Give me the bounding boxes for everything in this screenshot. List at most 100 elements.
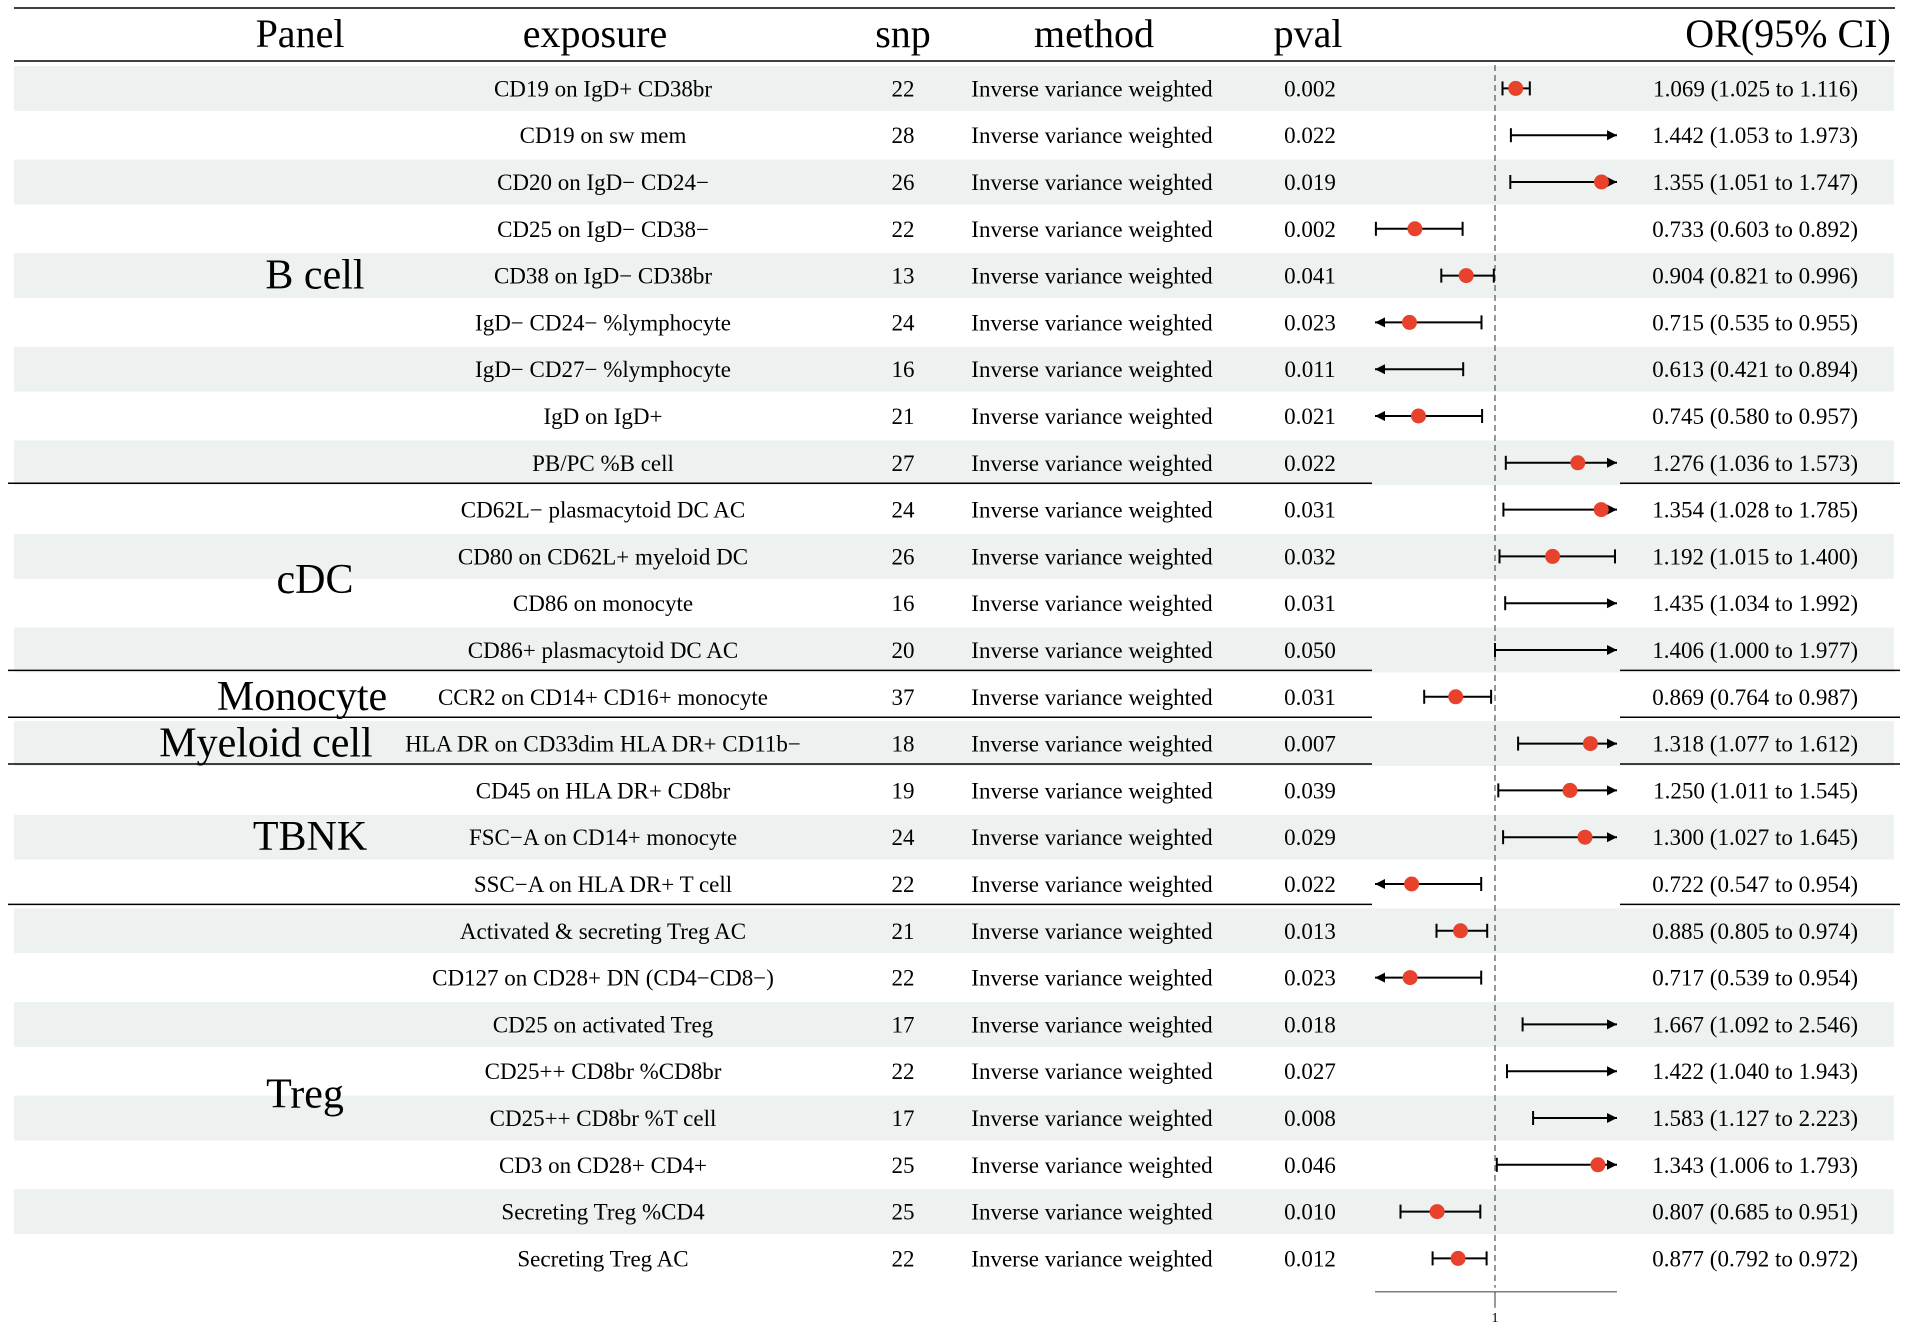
cell-method: Inverse variance weighted <box>971 591 1213 616</box>
row-shade <box>14 253 1894 298</box>
ci-arrow-left <box>1375 972 1385 983</box>
cell-exposure: SSC−A on HLA DR+ T cell <box>474 872 732 897</box>
cell-method: Inverse variance weighted <box>971 1153 1213 1178</box>
cell-exposure: CD62L− plasmacytoid DC AC <box>461 498 746 523</box>
cell-exposure: CD25 on activated Treg <box>493 1012 714 1037</box>
cell-snp: 16 <box>892 357 915 382</box>
cell-method: Inverse variance weighted <box>971 1012 1213 1037</box>
cell-method: Inverse variance weighted <box>971 685 1213 710</box>
cell-pval: 0.011 <box>1285 357 1336 382</box>
cell-method: Inverse variance weighted <box>971 170 1213 195</box>
cell-or-ci: 0.869 (0.764 to 0.987) <box>1652 685 1858 710</box>
cell-exposure: Secreting Treg %CD4 <box>501 1200 705 1225</box>
cell-snp: 25 <box>892 1153 915 1178</box>
cell-snp: 22 <box>892 966 915 991</box>
cell-or-ci: 1.250 (1.011 to 1.545) <box>1653 778 1858 803</box>
cell-exposure: CD3 on CD28+ CD4+ <box>499 1153 707 1178</box>
ci-arrow-right <box>1607 1159 1617 1170</box>
or-point <box>1450 1250 1466 1266</box>
cell-or-ci: 0.807 (0.685 to 0.951) <box>1652 1200 1858 1225</box>
cell-snp: 13 <box>892 264 915 289</box>
cell-pval: 0.022 <box>1284 451 1336 476</box>
cell-snp: 17 <box>892 1106 915 1131</box>
cell-snp: 22 <box>892 1059 915 1084</box>
cell-pval: 0.019 <box>1284 170 1336 195</box>
cell-or-ci: 0.733 (0.603 to 0.892) <box>1652 217 1858 242</box>
cell-snp: 26 <box>892 544 915 569</box>
cell-or-ci: 0.877 (0.792 to 0.972) <box>1652 1246 1858 1271</box>
cell-method: Inverse variance weighted <box>971 872 1213 897</box>
or-point <box>1570 455 1586 471</box>
cell-pval: 0.008 <box>1284 1106 1336 1131</box>
cell-exposure: CD38 on IgD− CD38br <box>494 264 712 289</box>
or-point <box>1404 876 1420 892</box>
cell-exposure: IgD− CD27− %lymphocyte <box>475 357 731 382</box>
cell-exposure: IgD on IgD+ <box>543 404 662 429</box>
cell-or-ci: 1.343 (1.006 to 1.793) <box>1652 1153 1858 1178</box>
cell-pval: 0.010 <box>1284 1200 1336 1225</box>
header-panel: Panel <box>256 11 345 56</box>
cell-exposure: CD127 on CD28+ DN (CD4−CD8−) <box>432 966 774 991</box>
cell-method: Inverse variance weighted <box>971 498 1213 523</box>
cell-exposure: CD80 on CD62L+ myeloid DC <box>458 544 748 569</box>
row-shade <box>14 1189 1894 1234</box>
cell-pval: 0.022 <box>1284 872 1336 897</box>
cell-method: Inverse variance weighted <box>971 310 1213 335</box>
cell-or-ci: 1.318 (1.077 to 1.612) <box>1652 732 1858 757</box>
or-point <box>1594 174 1609 190</box>
ci-arrow-right <box>1607 504 1617 515</box>
cell-method: Inverse variance weighted <box>971 1246 1213 1271</box>
cell-method: Inverse variance weighted <box>971 404 1213 429</box>
cell-pval: 0.023 <box>1284 310 1336 335</box>
cell-pval: 0.021 <box>1284 404 1336 429</box>
ci-arrow-left <box>1375 364 1385 375</box>
cell-pval: 0.002 <box>1284 76 1336 101</box>
cell-method: Inverse variance weighted <box>971 544 1213 569</box>
or-point <box>1590 1157 1606 1173</box>
ci-arrow-right <box>1607 457 1617 468</box>
cell-pval: 0.018 <box>1284 1012 1336 1037</box>
ci-arrow-right <box>1607 598 1617 609</box>
cell-or-ci: 1.435 (1.034 to 1.992) <box>1652 591 1858 616</box>
cell-or-ci: 0.722 (0.547 to 0.954) <box>1652 872 1858 897</box>
cell-snp: 24 <box>892 825 916 850</box>
cell-exposure: CD86+ plasmacytoid DC AC <box>468 638 738 663</box>
ci-arrow-right <box>1607 738 1617 749</box>
cell-exposure: CD25++ CD8br %CD8br <box>485 1059 722 1084</box>
cell-exposure: CD25++ CD8br %T cell <box>490 1106 717 1131</box>
or-point <box>1458 268 1474 284</box>
cell-snp: 19 <box>892 778 915 803</box>
or-point <box>1448 689 1464 705</box>
or-point <box>1582 736 1598 752</box>
ci-arrow-right <box>1607 785 1617 796</box>
cell-exposure: CD20 on IgD− CD24− <box>497 170 709 195</box>
or-point <box>1577 829 1593 845</box>
cell-snp: 17 <box>892 1012 915 1037</box>
panel-label: TBNK <box>253 814 367 860</box>
ci-arrow-right <box>1607 832 1617 843</box>
cell-or-ci: 1.276 (1.036 to 1.573) <box>1652 451 1858 476</box>
cell-method: Inverse variance weighted <box>971 1059 1213 1084</box>
cell-snp: 22 <box>892 872 915 897</box>
cell-exposure: CCR2 on CD14+ CD16+ monocyte <box>438 685 768 710</box>
ci-arrow-right <box>1607 130 1617 141</box>
forest-marks-layer: 1 <box>1374 65 1617 1326</box>
cell-snp: 27 <box>892 451 915 476</box>
x-tick-label: 1 <box>1492 1311 1499 1326</box>
cell-exposure: HLA DR on CD33dim HLA DR+ CD11b− <box>405 732 801 757</box>
ci-arrow-left <box>1375 317 1385 328</box>
header-or-ci: OR(95% CI) <box>1685 11 1891 56</box>
cell-pval: 0.029 <box>1284 825 1336 850</box>
cell-snp: 24 <box>892 498 916 523</box>
cell-method: Inverse variance weighted <box>971 966 1213 991</box>
cell-exposure: Activated & secreting Treg AC <box>460 919 746 944</box>
or-point <box>1411 408 1426 424</box>
panel-label: Myeloid cell <box>159 721 372 767</box>
panel-label: Monocyte <box>217 674 387 720</box>
cell-snp: 21 <box>892 919 915 944</box>
cell-snp: 28 <box>892 123 915 148</box>
cell-pval: 0.046 <box>1284 1153 1336 1178</box>
cell-exposure: FSC−A on CD14+ monocyte <box>469 825 737 850</box>
table-cells-layer: CD19 on IgD+ CD38br 22 Inverse variance we… <box>405 76 1858 1271</box>
